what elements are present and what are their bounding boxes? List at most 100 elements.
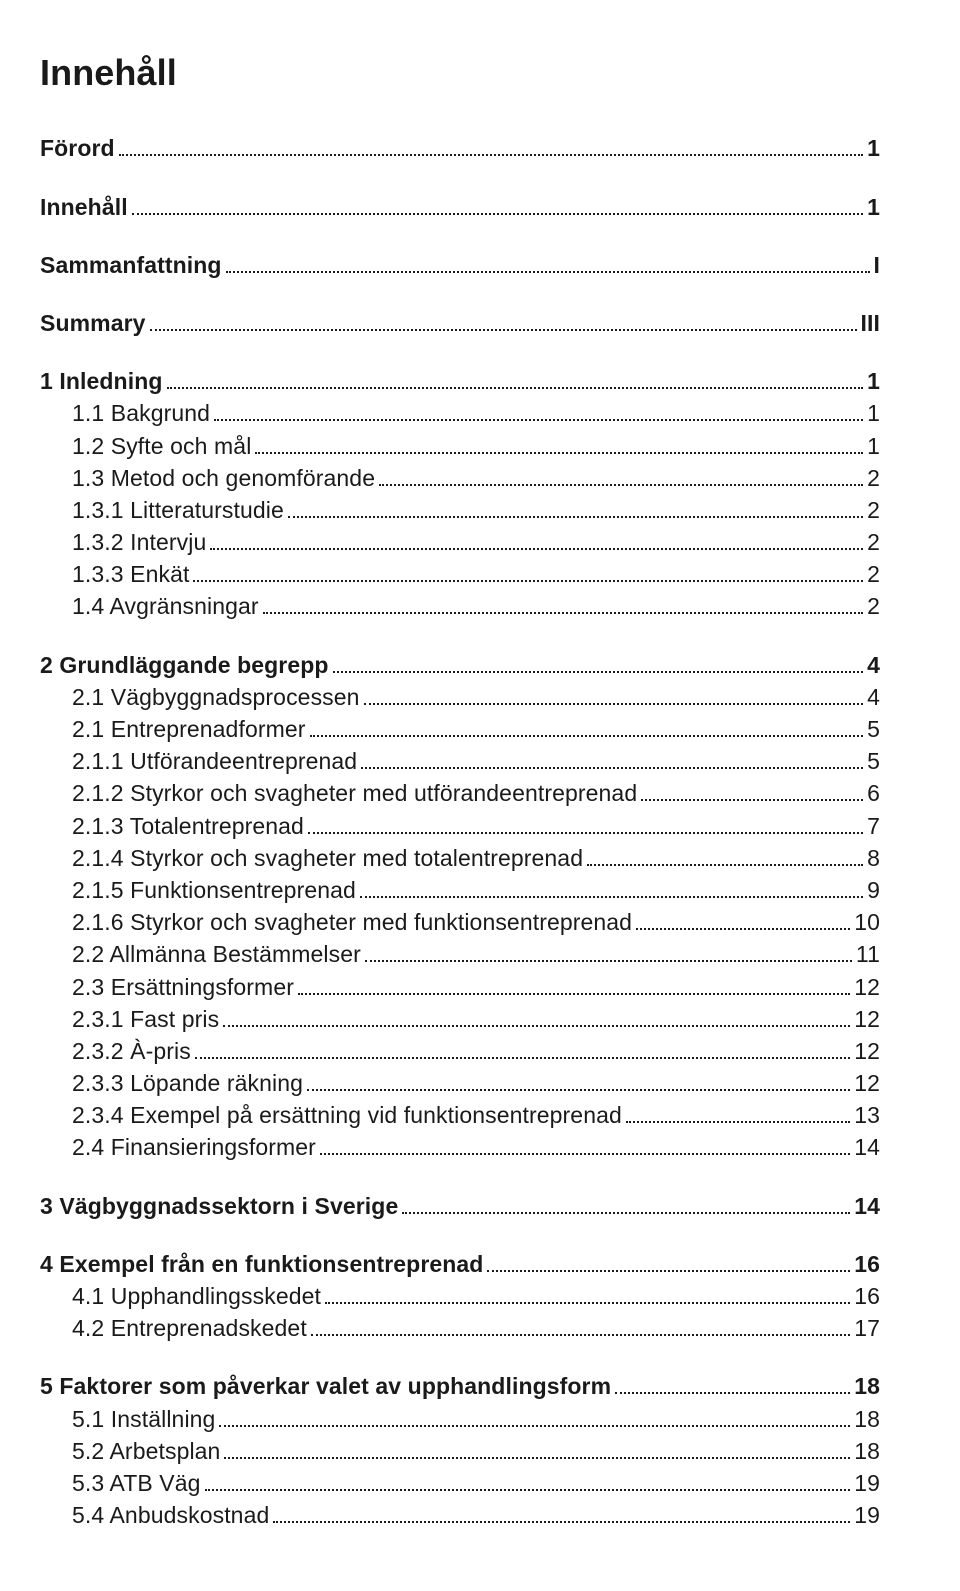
toc-leader — [587, 849, 863, 866]
toc-line: Förord1 — [40, 132, 880, 164]
toc-line: 5.3 ATB Väg 19 — [40, 1467, 880, 1499]
toc-page-number: 10 — [854, 906, 880, 938]
toc-page-number: 8 — [867, 842, 880, 874]
toc-leader — [132, 198, 863, 215]
toc-label: 2.3.3 Löpande räkning — [72, 1067, 303, 1099]
toc-line: 2.1 Entreprenadformer5 — [40, 713, 880, 745]
toc-leader — [636, 913, 850, 930]
toc-label: 5 Faktorer som påverkar valet av upphand… — [40, 1370, 611, 1402]
toc-label: 2.1.2 Styrkor och svagheter med utförand… — [72, 777, 637, 809]
toc-label: 2.3 Ersättningsformer — [72, 971, 294, 1003]
toc-label: 3 Vägbyggnadssektorn i Sverige — [40, 1190, 398, 1222]
toc-leader — [360, 881, 863, 898]
toc-group: 4 Exempel från en funktionsentreprenad16… — [40, 1248, 880, 1345]
toc-line: 5.4 Anbudskostnad 19 — [40, 1499, 880, 1531]
toc-line: 4.2 Entreprenadskedet17 — [40, 1312, 880, 1344]
toc-leader — [641, 784, 863, 801]
toc-page-number: 12 — [854, 1067, 880, 1099]
toc-line: 4.1 Upphandlingsskedet16 — [40, 1280, 880, 1312]
toc-leader — [333, 656, 864, 673]
toc-leader — [119, 139, 863, 156]
toc-page-number: 19 — [854, 1499, 880, 1531]
toc-page-number: 6 — [867, 777, 880, 809]
toc-leader — [263, 598, 863, 615]
toc-page-number: 1 — [867, 191, 880, 223]
toc-leader — [325, 1287, 850, 1304]
toc-leader — [308, 817, 863, 834]
toc-leader — [307, 1074, 850, 1091]
toc-line: 2.3.4 Exempel på ersättning vid funktion… — [40, 1099, 880, 1131]
toc-label: 2 Grundläggande begrepp — [40, 649, 329, 681]
toc-line: Innehåll1 — [40, 191, 880, 223]
toc-leader — [167, 372, 864, 389]
toc-label: 2.2 Allmänna Bestämmelser — [72, 938, 361, 970]
toc-leader — [361, 752, 863, 769]
toc-label: 1.3.3 Enkät — [72, 558, 189, 590]
toc-label: 2.1.4 Styrkor och svagheter med totalent… — [72, 842, 583, 874]
table-of-contents: Förord1 Innehåll1 Sammanfattning I Summary II… — [40, 132, 880, 1531]
toc-page-number: 4 — [867, 681, 880, 713]
toc-page-number: I — [874, 249, 881, 281]
toc-line: 1.3.2 Intervju2 — [40, 526, 880, 558]
toc-leader — [205, 1474, 851, 1491]
toc-page-number: 2 — [867, 558, 880, 590]
toc-group: 2 Grundläggande begrepp 4 2.1 Vägbyggnadsp… — [40, 649, 880, 1164]
toc-line: Summary III — [40, 307, 880, 339]
toc-label: 2.1.5 Funktionsentreprenad — [72, 874, 356, 906]
toc-line: 1.1 Bakgrund1 — [40, 397, 880, 429]
toc-page-number: 18 — [854, 1403, 880, 1435]
toc-leader — [223, 1010, 850, 1027]
toc-label: Summary — [40, 307, 146, 339]
toc-page-number: 13 — [854, 1099, 880, 1131]
toc-leader — [210, 533, 863, 550]
toc-line: 2.3.3 Löpande räkning 12 — [40, 1067, 880, 1099]
toc-label: 1.4 Avgränsningar — [72, 590, 259, 622]
toc-leader — [320, 1139, 850, 1156]
toc-label: 2.4 Finansieringsformer — [72, 1131, 316, 1163]
toc-group: Sammanfattning I — [40, 249, 880, 281]
toc-group: 3 Vägbyggnadssektorn i Sverige 14 — [40, 1190, 880, 1222]
toc-label: 2.1 Entreprenadformer — [72, 713, 306, 745]
toc-page-number: 16 — [854, 1248, 880, 1280]
toc-group: 5 Faktorer som påverkar valet av upphand… — [40, 1370, 880, 1531]
toc-page-number: 19 — [854, 1467, 880, 1499]
toc-line: 2.3 Ersättningsformer12 — [40, 971, 880, 1003]
toc-leader — [214, 404, 863, 421]
toc-leader — [615, 1377, 850, 1394]
toc-label: 2.3.4 Exempel på ersättning vid funktion… — [72, 1099, 622, 1131]
toc-line: 2.1.1 Utförandeentreprenad5 — [40, 745, 880, 777]
toc-line: 2.3.1 Fast pris12 — [40, 1003, 880, 1035]
toc-label: 5.2 Arbetsplan — [72, 1435, 220, 1467]
toc-group: Summary III — [40, 307, 880, 339]
toc-leader — [288, 501, 863, 518]
document-page: Innehåll Förord1Innehåll1SammanfattningI… — [0, 0, 960, 1591]
toc-page-number: 2 — [867, 462, 880, 494]
toc-label: 5.3 ATB Väg — [72, 1467, 201, 1499]
toc-page-number: 9 — [867, 874, 880, 906]
toc-label: 5.1 Inställning — [72, 1403, 215, 1435]
toc-label: 1.1 Bakgrund — [72, 397, 210, 429]
toc-line: 2.1.6 Styrkor och svagheter med funktion… — [40, 906, 880, 938]
toc-leader — [364, 688, 864, 705]
toc-leader — [365, 945, 852, 962]
toc-page-number: 14 — [854, 1190, 880, 1222]
toc-label: 2.3.1 Fast pris — [72, 1003, 219, 1035]
toc-label: 1.3.1 Litteraturstudie — [72, 494, 284, 526]
toc-line: 2.1.3 Totalentreprenad7 — [40, 810, 880, 842]
toc-line: 2.1.2 Styrkor och svagheter med utförand… — [40, 777, 880, 809]
toc-page-number: 18 — [854, 1435, 880, 1467]
toc-leader — [626, 1106, 850, 1123]
toc-label: 5.4 Anbudskostnad — [72, 1499, 269, 1531]
toc-line: Sammanfattning I — [40, 249, 880, 281]
toc-line: 5.1 Inställning 18 — [40, 1403, 880, 1435]
toc-leader — [224, 1442, 850, 1459]
toc-page-number: 14 — [854, 1131, 880, 1163]
toc-label: Sammanfattning — [40, 249, 222, 281]
toc-line: 1.2 Syfte och mål1 — [40, 430, 880, 462]
toc-group: 1 Inledning11.1 Bakgrund11.2 Syfte och m… — [40, 365, 880, 623]
toc-leader — [219, 1410, 850, 1427]
toc-leader — [402, 1197, 850, 1214]
toc-page-number: III — [861, 307, 880, 339]
toc-label: 2.1 Vägbyggnadsprocessen — [72, 681, 360, 713]
toc-leader — [311, 1319, 850, 1336]
